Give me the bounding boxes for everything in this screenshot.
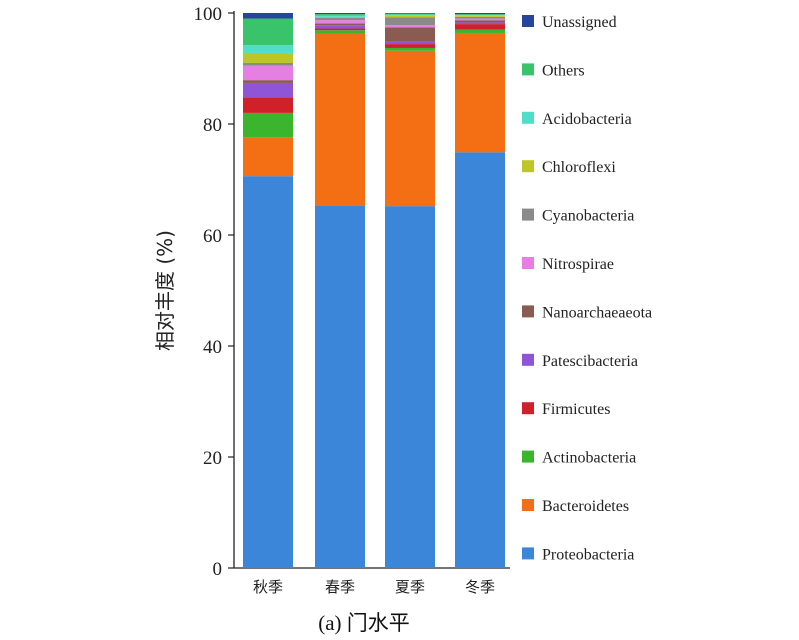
x-tick-label: 秋季 xyxy=(253,578,283,596)
y-tick-label: 80 xyxy=(203,115,222,136)
axis-layer: 0 20 40 60 80 100 秋季 春季 夏季 冬季 xyxy=(194,4,510,596)
legend-label: Patescibacteria xyxy=(542,353,638,370)
bar-segment xyxy=(315,17,365,21)
y-axis-label: 相对丰度 (%) xyxy=(153,230,177,351)
bar-segment xyxy=(455,22,505,25)
bar-segment xyxy=(315,20,365,24)
bar-segment xyxy=(315,25,365,29)
legend: Unassigned Others Acidobacteria Chloroflexi… xyxy=(522,14,652,563)
bar-segment xyxy=(243,80,293,83)
legend-swatch xyxy=(522,402,534,415)
bar-segment xyxy=(385,14,435,16)
bar-segment xyxy=(455,15,505,17)
bar-segment xyxy=(385,206,435,568)
y-tick-label: 40 xyxy=(203,337,222,358)
x-tick-label: 夏季 xyxy=(395,578,425,596)
bar-segment xyxy=(385,13,435,14)
bar-segment xyxy=(385,13,435,15)
bar-segment xyxy=(315,13,365,15)
legend-label: Unassigned xyxy=(542,14,617,31)
x-tick-label: 春季 xyxy=(325,578,355,596)
bar-segment xyxy=(455,152,505,568)
bar-stack xyxy=(315,13,365,568)
bar-segment xyxy=(385,27,435,42)
bar-segment xyxy=(243,13,293,19)
bar-segment xyxy=(315,205,365,568)
bar-segment xyxy=(243,65,293,81)
bar-segment xyxy=(385,47,435,51)
legend-swatch xyxy=(522,547,534,560)
legend-swatch xyxy=(522,257,534,269)
legend-label: Acidobacteria xyxy=(542,111,632,128)
bar-segment xyxy=(315,16,365,18)
legend-swatch xyxy=(522,305,534,318)
bar-segment xyxy=(243,82,293,98)
figure-caption: (a) 门水平 xyxy=(318,611,410,635)
bar-segment xyxy=(385,15,435,18)
legend-swatch xyxy=(522,353,534,366)
legend-label: Chloroflexi xyxy=(542,159,616,176)
legend-label: Actinobacteria xyxy=(542,450,636,467)
legend-swatch xyxy=(522,499,534,511)
bar-segment xyxy=(385,25,435,28)
bar-stack xyxy=(385,13,435,568)
bar-segment xyxy=(455,24,505,30)
legend-swatch xyxy=(522,15,534,27)
legend-label: Nanoarchaeaeota xyxy=(542,304,652,321)
legend-swatch xyxy=(522,160,534,173)
bar-segment xyxy=(243,112,293,138)
legend-swatch xyxy=(522,63,534,76)
bar-segment xyxy=(315,33,365,206)
bar-segment xyxy=(315,23,365,26)
bar-segment xyxy=(243,62,293,66)
bar-segment xyxy=(455,13,505,15)
legend-label: Firmicutes xyxy=(542,401,610,418)
bar-segment xyxy=(455,32,505,153)
legend-swatch xyxy=(522,450,534,463)
y-tick-label: 100 xyxy=(194,4,223,25)
legend-label: Cyanobacteria xyxy=(542,208,634,225)
legend-label: Nitrospirae xyxy=(542,256,614,273)
bars-layer xyxy=(243,13,505,569)
bar-stack xyxy=(455,13,505,568)
legend-label: Proteobacteria xyxy=(542,546,634,563)
legend-swatch xyxy=(522,111,534,124)
y-tick-label: 0 xyxy=(213,559,223,580)
bar-segment xyxy=(315,15,365,17)
bar-segment xyxy=(455,14,505,16)
bar-segment xyxy=(455,15,505,16)
y-tick-label: 20 xyxy=(203,448,222,469)
bar-segment xyxy=(243,45,293,53)
bar-segment xyxy=(315,14,365,16)
bar-segment xyxy=(385,44,435,48)
bar-segment xyxy=(243,176,293,569)
bar-segment xyxy=(385,41,435,45)
x-tick-label: 冬季 xyxy=(465,578,495,596)
bar-segment xyxy=(455,16,505,19)
bar-segment xyxy=(315,30,365,34)
bar-segment xyxy=(455,29,505,33)
bar-segment xyxy=(455,18,505,21)
bar-segment xyxy=(243,52,293,63)
bar-segment xyxy=(243,18,293,46)
bar-segment xyxy=(385,50,435,207)
bar-segment xyxy=(315,28,365,31)
bar-segment xyxy=(243,137,293,177)
y-tick-label: 60 xyxy=(203,226,222,247)
bar-segment xyxy=(455,20,505,23)
bar-segment xyxy=(385,17,435,26)
bar-segment xyxy=(243,97,293,113)
bar-stack xyxy=(243,13,293,569)
legend-label: Others xyxy=(542,62,585,79)
legend-swatch xyxy=(522,208,534,221)
legend-label: Bacteroidetes xyxy=(542,498,629,515)
